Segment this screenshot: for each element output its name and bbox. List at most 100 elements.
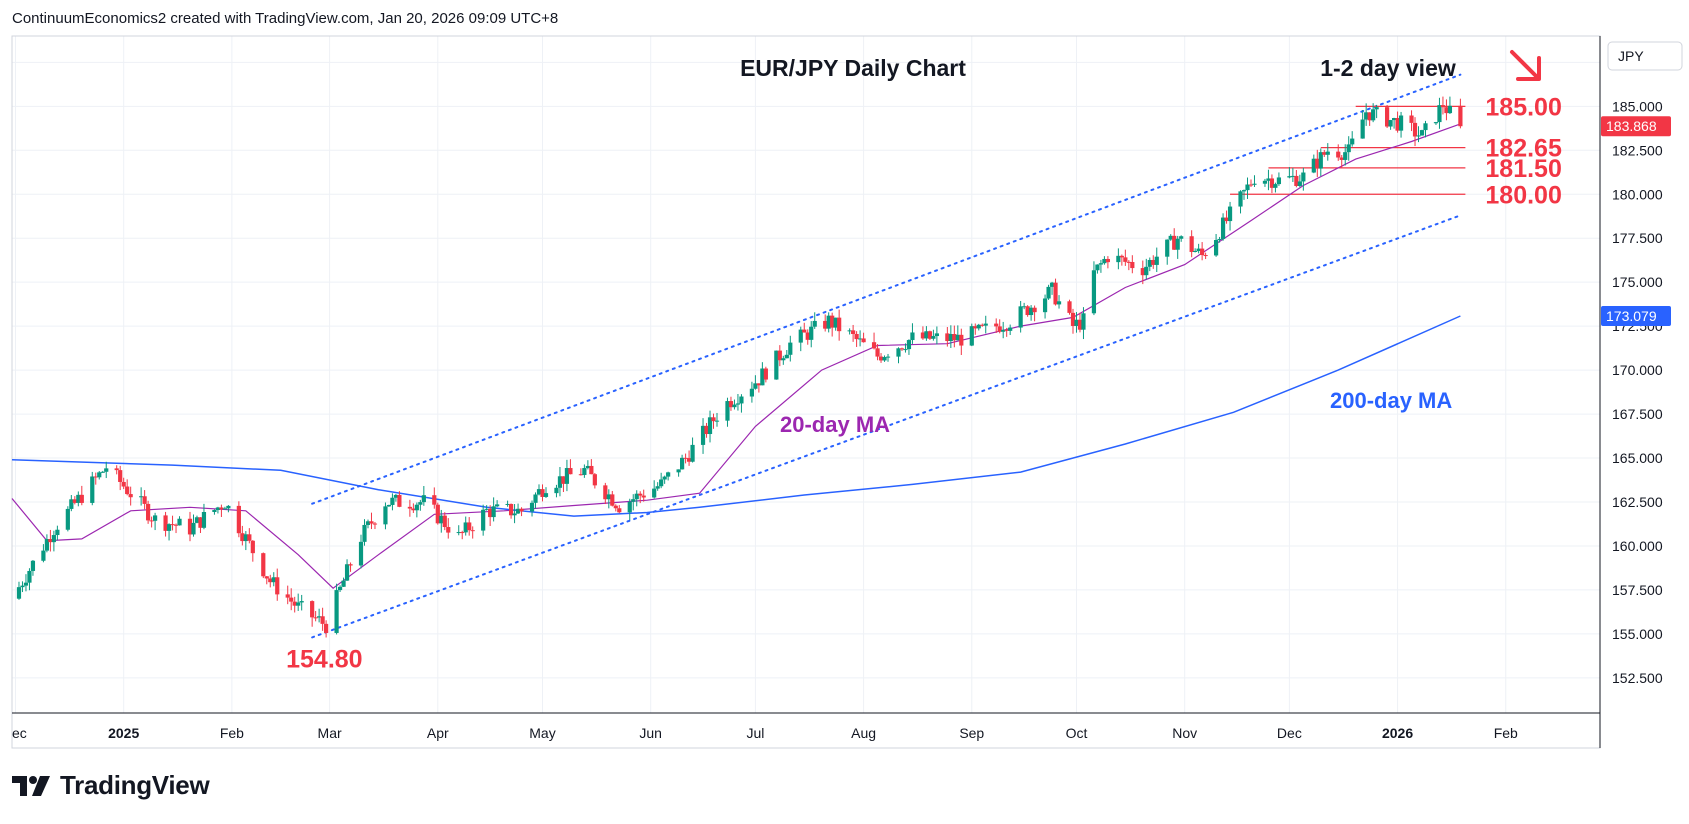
candle-down — [1339, 157, 1344, 160]
x-tick-label: Jun — [639, 725, 662, 741]
candle-up — [1391, 118, 1397, 121]
candle-down — [945, 333, 950, 342]
candle-up — [700, 425, 706, 445]
candle-up — [885, 356, 891, 358]
time-axis[interactable]: ec 2025 Feb Mar Apr May Jun Jul Aug Sep Oct Nov Dec 2… — [12, 725, 1518, 741]
candle-down — [170, 524, 175, 526]
candle-up — [903, 349, 908, 351]
candle-up — [1074, 319, 1079, 326]
candle-up — [931, 336, 936, 339]
candle-down — [1130, 262, 1135, 269]
candle-up — [564, 468, 570, 484]
candle-up — [924, 331, 929, 339]
currency-label-box[interactable] — [1607, 41, 1683, 71]
candle-up — [456, 532, 461, 534]
candle-up — [1419, 130, 1425, 136]
candle-down — [1203, 255, 1208, 257]
candle-down — [324, 623, 329, 633]
candle-up — [226, 505, 231, 509]
candle-down — [592, 474, 597, 486]
x-tick-label: May — [529, 725, 555, 741]
candle-down — [198, 517, 203, 528]
candle-up — [1262, 180, 1268, 184]
candle-up — [100, 471, 105, 473]
candle-up — [1165, 239, 1170, 257]
candle-down — [805, 332, 810, 340]
candle-up — [215, 507, 221, 511]
candle-down — [488, 508, 493, 518]
candle-up — [1325, 151, 1330, 155]
chart-title: EUR/JPY Daily Chart — [740, 55, 966, 81]
price-axis[interactable]: 152.500 155.000 157.500 160.000 162.500 165.0… — [1612, 54, 1663, 685]
candle-down — [861, 338, 866, 343]
candle-up — [1217, 239, 1222, 241]
x-tick-label: 2025 — [108, 725, 139, 741]
candle-down — [372, 523, 378, 525]
candle-down — [756, 383, 761, 386]
candle-down — [1126, 261, 1131, 263]
candle-up — [1095, 264, 1100, 271]
candle-down — [114, 468, 119, 471]
candle-up — [707, 417, 713, 435]
candle-up — [1290, 175, 1295, 177]
candle-up — [296, 602, 301, 606]
level-label: 182.65 — [1485, 135, 1562, 163]
candle-down — [240, 533, 245, 542]
y-tick-label: 175.000 — [1612, 274, 1663, 290]
candle-up — [1227, 206, 1233, 222]
channel-line-lower — [311, 214, 1462, 639]
candle-up — [735, 403, 741, 405]
candle-up — [812, 320, 817, 327]
candle-up — [30, 560, 36, 571]
price-badge-label: 183.868 — [1606, 118, 1657, 134]
candle-up — [1360, 119, 1365, 139]
candle-up — [212, 510, 217, 512]
candle-up — [65, 508, 70, 530]
candle-down — [261, 553, 266, 577]
candle-down — [1248, 184, 1254, 186]
candle-down — [72, 499, 77, 503]
candle-down — [348, 564, 353, 566]
candle-up — [906, 340, 912, 350]
candle-up — [1196, 248, 1201, 251]
candle-up — [16, 587, 22, 599]
candle-up — [529, 502, 535, 512]
candle-down — [236, 505, 241, 534]
candle-down — [1140, 268, 1145, 276]
candle-down — [146, 503, 151, 521]
candle-up — [983, 323, 988, 326]
x-tick-label: Dec — [1277, 725, 1302, 741]
candle-down — [142, 496, 147, 504]
arrow-down-right-icon — [1510, 50, 1541, 81]
candle-down — [292, 601, 297, 606]
candle-down — [837, 317, 842, 332]
candle-up — [1266, 178, 1271, 181]
ma20-label: 20-day MA — [780, 412, 890, 437]
tradingview-brand[interactable]: TradingView — [12, 770, 210, 801]
candle-up — [177, 518, 182, 526]
candle-up — [515, 508, 521, 514]
candle-down — [397, 494, 402, 507]
price-chart[interactable]: 152.500 155.000 157.500 160.000 162.500 165.0… — [0, 0, 1689, 760]
x-tick-label: Oct — [1066, 725, 1088, 741]
candle-up — [1252, 183, 1257, 185]
candle-up — [1241, 190, 1247, 192]
y-tick-label: 170.000 — [1612, 362, 1663, 378]
candle-up — [1301, 172, 1306, 182]
candle-up — [725, 401, 730, 421]
candle-up — [634, 493, 639, 500]
candle-up — [1081, 313, 1086, 330]
candle-up — [418, 502, 423, 505]
low-annotation: 154.80 — [286, 645, 362, 673]
candle-up — [76, 494, 81, 503]
candle-up — [222, 508, 227, 510]
candle-up — [44, 539, 50, 551]
candle-down — [1105, 258, 1110, 263]
candle-up — [690, 444, 695, 462]
x-tick-label: Mar — [318, 725, 342, 741]
candle-down — [435, 504, 440, 524]
candle-down — [121, 481, 126, 487]
candle-down — [79, 494, 84, 503]
ma200-label: 200-day MA — [1330, 388, 1452, 413]
candle-down — [641, 495, 646, 498]
